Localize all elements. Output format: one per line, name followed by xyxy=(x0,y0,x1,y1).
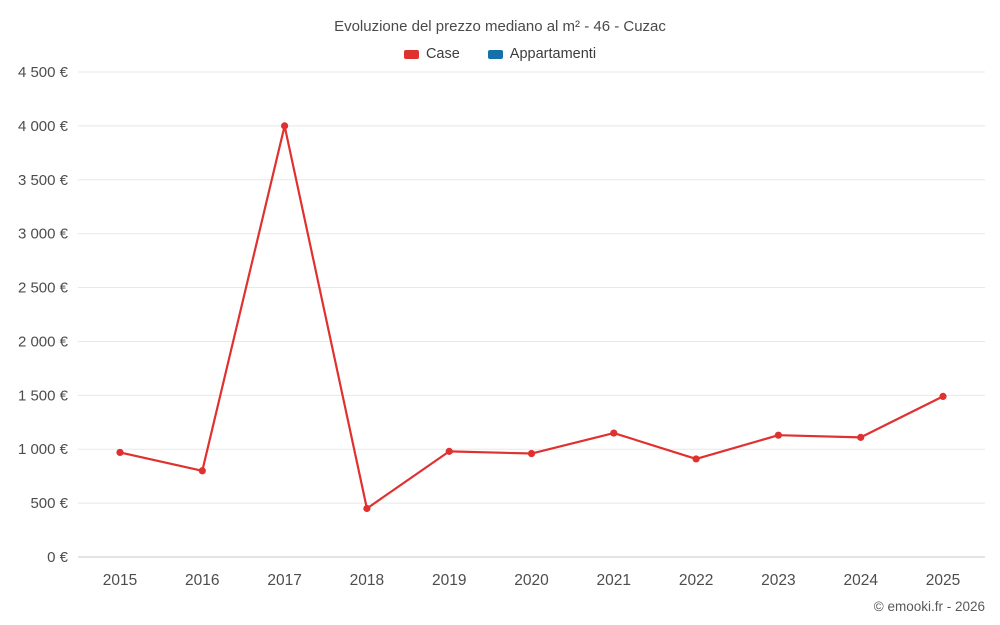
y-tick-label: 2 500 € xyxy=(18,280,69,297)
data-point-case-2019[interactable] xyxy=(445,447,453,455)
x-tick-label: 2023 xyxy=(761,572,795,589)
y-tick-label: 1 500 € xyxy=(18,387,69,404)
x-tick-label: 2022 xyxy=(679,572,713,589)
y-tick-label: 0 € xyxy=(47,549,69,566)
legend-label: Appartamenti xyxy=(509,46,597,62)
data-point-case-2016[interactable] xyxy=(198,467,206,475)
legend-label: Case xyxy=(425,46,460,62)
y-tick-label: 3 500 € xyxy=(18,172,69,189)
data-point-case-2015[interactable] xyxy=(116,448,124,457)
x-tick-label: 2018 xyxy=(350,572,384,589)
x-tick-label: 2020 xyxy=(514,572,549,589)
data-point-case-2017[interactable] xyxy=(281,122,289,130)
legend-swatch-case xyxy=(403,49,419,59)
y-tick-label: 500 € xyxy=(30,495,68,512)
legend-item-appartamenti[interactable]: Appartamenti xyxy=(487,46,597,62)
data-point-case-2020[interactable] xyxy=(527,449,536,458)
x-tick-label: 2025 xyxy=(926,572,960,589)
x-tick-label: 2019 xyxy=(432,572,466,589)
data-point-case-2024[interactable] xyxy=(857,433,865,441)
y-tick-label: 2 000 € xyxy=(18,333,69,350)
data-point-case-2023[interactable] xyxy=(774,431,783,439)
y-tick-label: 1 000 € xyxy=(18,441,69,458)
chart-legend: Case Appartamenti xyxy=(0,46,1000,62)
legend-swatch-appartamenti xyxy=(487,49,503,59)
data-point-case-2018[interactable] xyxy=(363,504,371,513)
y-tick-label: 3 000 € xyxy=(18,226,69,243)
x-tick-label: 2015 xyxy=(103,572,137,589)
data-point-case-2021[interactable] xyxy=(610,429,618,437)
copyright: © emooki.fr - 2026 xyxy=(873,599,985,614)
y-tick-label: 4 000 € xyxy=(18,118,69,135)
x-tick-label: 2024 xyxy=(843,572,878,589)
x-tick-label: 2021 xyxy=(597,572,631,589)
data-point-case-2022[interactable] xyxy=(692,455,700,463)
x-tick-label: 2017 xyxy=(267,572,301,589)
chart-title: Evoluzione del prezzo mediano al m² - 46… xyxy=(334,18,666,35)
legend-item-case[interactable]: Case xyxy=(403,46,460,62)
y-tick-label: 4 500 € xyxy=(18,64,69,81)
data-point-case-2025[interactable] xyxy=(939,392,947,401)
x-tick-label: 2016 xyxy=(185,572,219,589)
